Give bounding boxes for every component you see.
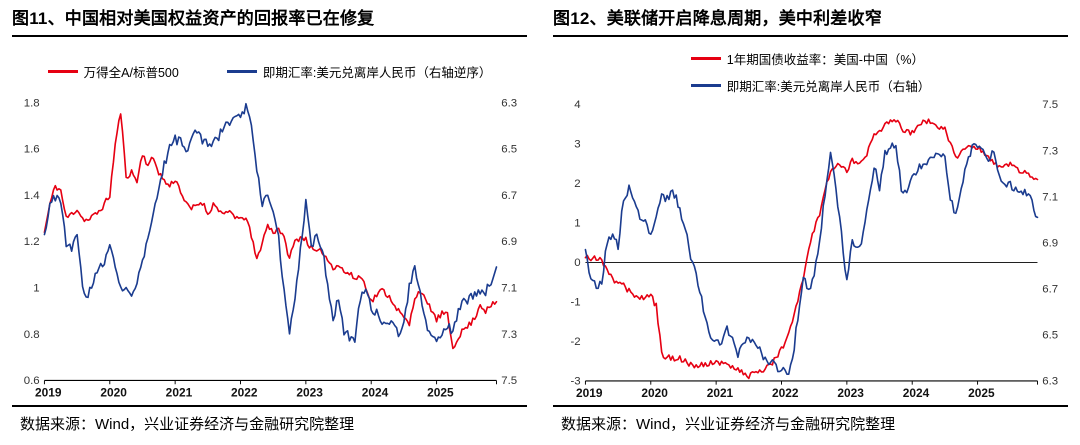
right-axis-label: 6.9 (501, 236, 517, 248)
left-axis-label: 1.6 (24, 144, 40, 156)
right-axis-label: 6.7 (501, 190, 517, 202)
left-axis-label: 0 (574, 257, 580, 269)
right-axis-label: 6.7 (1042, 283, 1058, 295)
legend-item: 1年期国债收益率：美国-中国（%） (690, 49, 924, 68)
data-source-right: 数据来源：Wind，兴业证券经济与金融研究院整理 (561, 416, 896, 433)
source-block: 数据来源：Wind，兴业证券经济与金融研究院整理 (553, 405, 1068, 439)
legend-label: 即期汇率:美元兑离岸人民币（右轴逆序） (262, 65, 492, 80)
right-axis-label: 6.5 (501, 144, 517, 156)
right-axis-label: 7.1 (501, 283, 517, 295)
line-chart-yield-spread: 2019 2020 2021 2022 2023 2024 2025 4 3 2 1 0 -1 -2 -3 7… (570, 99, 1058, 400)
right-axis-label: 6.5 (1042, 329, 1058, 341)
legend-item: 即期汇率:美元兑离岸人民币（右轴） (690, 76, 931, 95)
chart-title-right: 图12、美联储开启降息周期，美中利差收窄 (553, 9, 882, 28)
legend-label: 1年期国债收益率：美国-中国（%） (726, 52, 924, 67)
chart-title-left: 图11、中国相对美国权益资产的回报率已在修复 (12, 9, 375, 28)
legend-label: 即期汇率:美元兑离岸人民币（右轴） (726, 79, 931, 94)
x-axis-label: 2020 (100, 386, 127, 400)
left-axis-label: 0.8 (24, 329, 40, 341)
x-axis-label: 2019 (35, 386, 62, 400)
x-axis-label: 2021 (166, 386, 193, 400)
left-axis-label: 3 (574, 139, 580, 151)
title-divider (553, 35, 1068, 38)
left-axis-label: 1 (574, 218, 580, 230)
source-divider (12, 405, 527, 407)
chart-panel-right: 图12、美联储开启降息周期，美中利差收窄 1年期国债收益率：美国-中国（%） 即期… (553, 6, 1068, 439)
legend-label: 万得全A/标普500 (83, 65, 179, 80)
series-line-0 (584, 118, 1039, 380)
left-axis-label: -3 (570, 376, 580, 388)
left-axis-label: 2 (574, 178, 580, 190)
x-axis-label: 2023 (837, 387, 864, 400)
legend-line-swatch (226, 69, 257, 73)
left-axis-label: -1 (570, 297, 580, 309)
right-axis-label: 6.3 (501, 97, 517, 109)
legend-line-swatch (47, 69, 78, 73)
title-divider (12, 35, 527, 38)
source-divider (553, 405, 1068, 407)
x-axis-label: 2024 (362, 386, 389, 400)
series-line-0 (43, 113, 498, 350)
left-axis-label: 1.2 (24, 236, 40, 248)
right-axis-label: 7.3 (1042, 145, 1058, 157)
right-axis-label: 7.5 (501, 375, 517, 387)
left-axis-label: 4 (574, 99, 580, 111)
data-source-left: 数据来源：Wind，兴业证券经济与金融研究院整理 (20, 416, 355, 433)
right-axis-label: 7.5 (1042, 99, 1058, 111)
legend-line-swatch (690, 83, 721, 87)
right-axis-label: 6.9 (1042, 237, 1058, 249)
chart-panel-left: 图11、中国相对美国权益资产的回报率已在修复 万得全A/标普500 即期汇率:美元… (12, 6, 527, 439)
x-axis-label: 2023 (296, 386, 323, 400)
x-axis-label: 2024 (903, 387, 930, 400)
right-axis-label: 6.3 (1042, 376, 1058, 388)
left-axis-label: 0.6 (24, 375, 40, 387)
legend-left-chart: 万得全A/标普500 即期汇率:美元兑离岸人民币（右轴逆序） (12, 49, 527, 93)
x-axis-label: 2021 (707, 387, 734, 400)
series-line-1 (584, 142, 1039, 375)
legend-line-swatch (690, 56, 721, 60)
right-axis-label: 7.3 (501, 329, 517, 341)
line-chart-relative-returns: 2019 2020 2021 2022 2023 2024 2025 1.8 1.6 1.4 1.2… (24, 97, 517, 400)
legend-item: 万得全A/标普500 (47, 62, 179, 81)
left-axis-label: 1.8 (24, 97, 40, 109)
legend-item: 即期汇率:美元兑离岸人民币（右轴逆序） (226, 62, 492, 81)
x-axis-label: 2022 (231, 386, 258, 400)
left-axis-label: 1.4 (24, 190, 40, 202)
x-axis-label: 2020 (641, 387, 668, 400)
legend-right-chart: 1年期国债收益率：美国-中国（%） 即期汇率:美元兑离岸人民币（右轴） (690, 49, 931, 95)
left-axis-label: 1 (33, 283, 39, 295)
x-axis-label: 2019 (576, 387, 603, 400)
x-axis-label: 2022 (772, 387, 799, 400)
left-axis-label: -2 (570, 336, 580, 348)
source-block: 数据来源：Wind，兴业证券经济与金融研究院整理 (12, 405, 527, 439)
x-axis-label: 2025 (968, 387, 995, 400)
x-axis-label: 2025 (427, 386, 454, 400)
series-line-1 (43, 103, 498, 344)
right-axis-label: 7.1 (1042, 191, 1058, 203)
